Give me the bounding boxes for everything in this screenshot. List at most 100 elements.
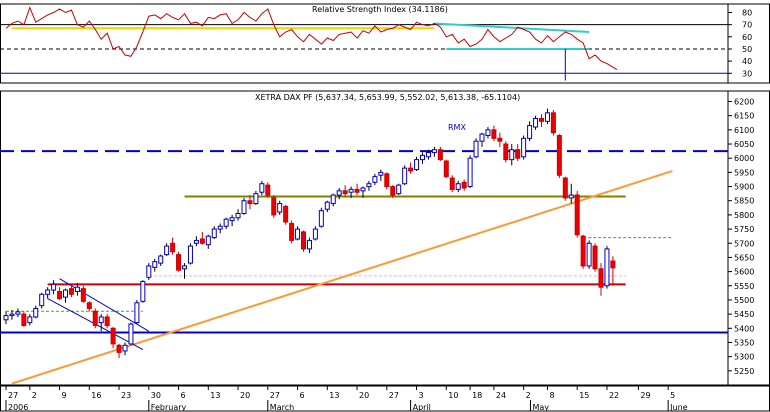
x-tick-label: 8	[549, 391, 554, 400]
candle-body	[544, 112, 550, 122]
x-tick-label: 27	[8, 391, 18, 400]
candle-body	[598, 268, 604, 288]
candle-body	[402, 167, 408, 185]
candle-body	[283, 205, 289, 223]
x-tick-label: 20	[240, 391, 250, 400]
candle-body	[80, 288, 86, 302]
price-tick-label: 5400	[734, 324, 754, 333]
x-tick-label: 22	[609, 391, 619, 400]
price-tick-label: 6050	[734, 140, 754, 149]
candle-body	[431, 149, 437, 154]
price-tick-label: 6200	[734, 98, 754, 107]
candle-body	[348, 188, 354, 193]
candle-body	[164, 245, 170, 256]
price-tick-label: 5650	[734, 253, 754, 262]
candle-body	[610, 260, 616, 269]
candle-body	[503, 143, 509, 161]
rsi-annotation-line-1	[434, 22, 590, 33]
candle-body	[98, 316, 104, 324]
candle-body	[211, 228, 217, 239]
x-tick-label: 13	[329, 391, 339, 400]
candle-body	[521, 137, 527, 158]
candle-body	[271, 197, 277, 216]
candle-body	[372, 176, 378, 183]
candle-body	[205, 235, 211, 246]
x-tick-label: 20	[359, 391, 369, 400]
candle-body	[497, 137, 503, 142]
month-label: April	[413, 403, 431, 412]
candle-body	[580, 235, 586, 267]
candle-body	[158, 255, 164, 264]
price-title: XETRA DAX PF (5,637.34, 5,653.99, 5,552.…	[255, 93, 520, 102]
candle-body	[550, 112, 556, 134]
candle-body	[21, 313, 27, 326]
candle-body	[443, 160, 449, 178]
candle-body	[455, 183, 461, 190]
candle-body	[336, 190, 342, 196]
price-tick-label: 5750	[734, 225, 754, 234]
candle-body	[527, 125, 533, 139]
price-tick-label: 6100	[734, 126, 754, 135]
price-tick-label: 5800	[734, 211, 754, 220]
candle-body	[128, 323, 134, 345]
rsi-line	[5, 6, 618, 71]
month-label: May	[532, 403, 549, 412]
candle-body	[187, 245, 193, 264]
candle-body	[63, 289, 68, 298]
candle-body	[586, 242, 592, 267]
candle-body	[33, 307, 39, 318]
x-tick-label: 27	[270, 391, 280, 400]
candle-body	[556, 135, 562, 176]
candle-body	[479, 133, 485, 142]
candle-body	[467, 157, 473, 188]
candle-body	[301, 231, 306, 250]
x-tick-label: 6	[181, 391, 186, 400]
candle-body	[461, 181, 467, 189]
candle-body	[116, 344, 122, 353]
candle-body	[366, 183, 372, 188]
candle-body	[539, 118, 544, 122]
candle-body	[574, 194, 580, 236]
candle-body	[51, 283, 57, 291]
candle-body	[68, 288, 74, 295]
price-tick-label: 5700	[734, 239, 754, 248]
candle-body	[360, 187, 366, 192]
candle-body	[39, 293, 45, 307]
price-tick-label: 5950	[734, 168, 754, 177]
rsi-tick-label: 70	[742, 21, 752, 30]
price-panel: 5250 5300 5350 5400 5450 5500 5550 5600 5650 5700…	[0, 90, 770, 386]
rsi-tick-label: 30	[742, 69, 752, 78]
rsi-title: Relative Strength Index (34.1186)	[312, 5, 448, 14]
rsi-tick-label: 40	[742, 57, 752, 66]
price-tick-label: 5900	[734, 183, 754, 192]
candle-body	[199, 238, 205, 244]
x-tick-label: 3	[419, 391, 424, 400]
candle-body	[27, 316, 33, 324]
candle-body	[515, 149, 521, 159]
x-tick-label: 2	[32, 391, 37, 400]
price-tick-label: 5550	[734, 282, 754, 291]
x-axis: 27 2 9 16 23 30 6 13 20 27 6 13 20 27 3 10 18 24 2 8 15 22 29 5…	[0, 385, 770, 412]
candle-body	[342, 190, 348, 195]
candle-body	[509, 149, 515, 161]
candle-body	[437, 149, 443, 161]
candle-body	[491, 129, 497, 139]
x-tick-label: 27	[389, 391, 399, 400]
price-tick-label: 5850	[734, 197, 754, 206]
candle-body	[324, 201, 330, 210]
candle-body	[9, 313, 15, 317]
candle-body	[140, 281, 146, 302]
candle-body	[568, 194, 574, 199]
price-tick-label: 6150	[734, 112, 754, 121]
candle-body	[247, 200, 253, 205]
candle-body	[289, 222, 295, 241]
price-tick-label: 5350	[734, 338, 754, 347]
x-tick-label: 2	[526, 391, 531, 400]
rsi-tick-label: 60	[742, 33, 752, 42]
candle-body	[408, 167, 414, 172]
candle-body	[104, 316, 110, 326]
candle-body	[318, 210, 324, 227]
rsi-panel: 30 40 50 60 70 80 Relative Strength Index (34.…	[0, 3, 770, 84]
candle-body	[604, 248, 610, 287]
